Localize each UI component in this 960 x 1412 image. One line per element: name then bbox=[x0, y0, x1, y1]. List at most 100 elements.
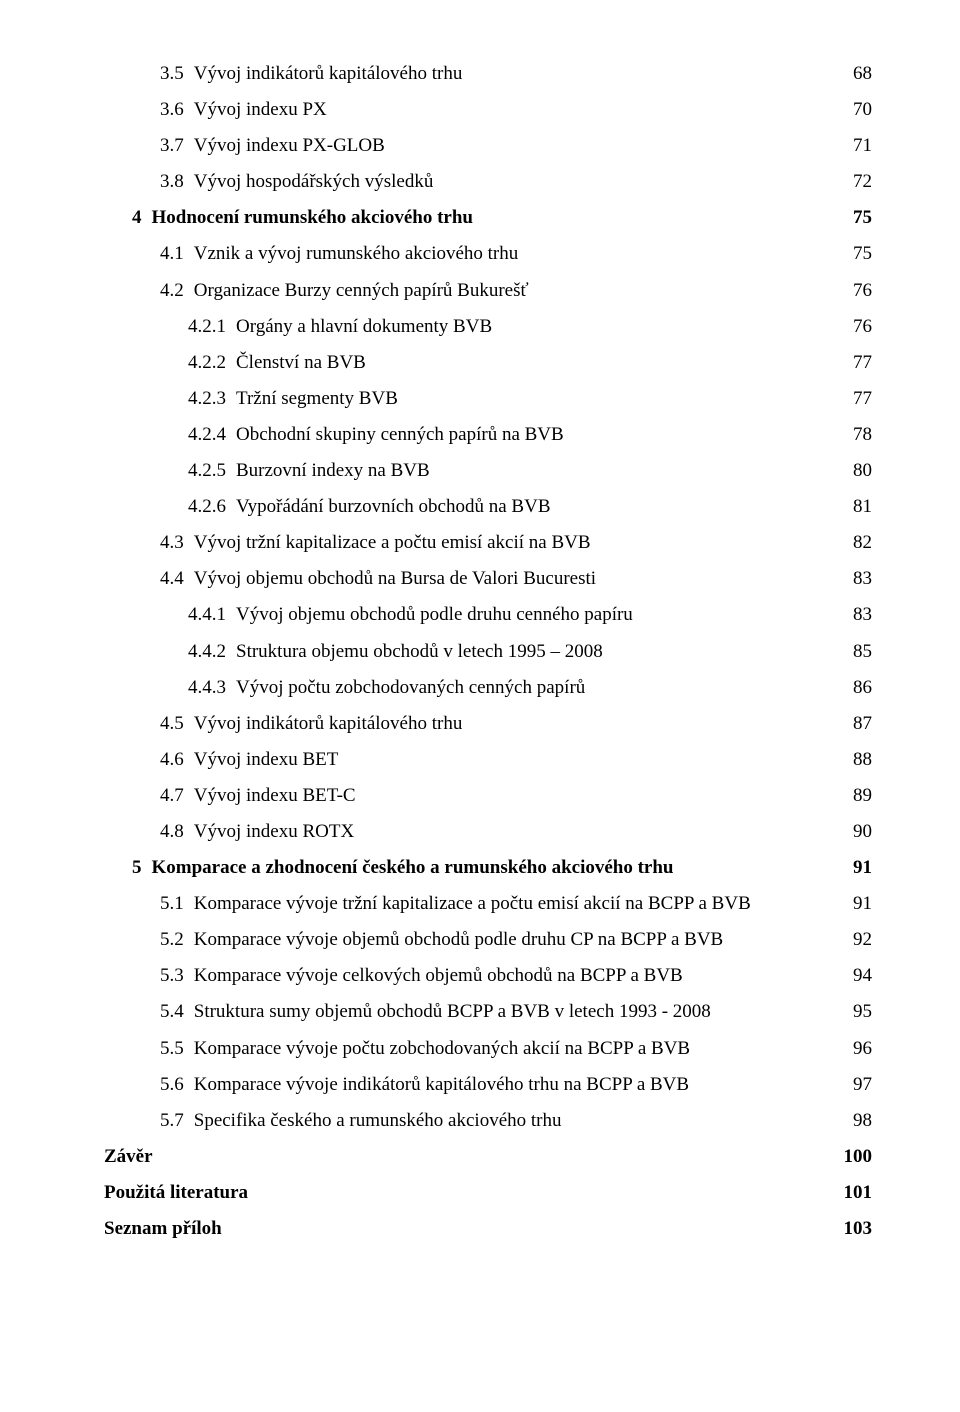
toc-entry: Seznam příloh 103 bbox=[104, 1211, 872, 1247]
toc-entry-number: 4.7 bbox=[160, 778, 194, 814]
toc-entry-number: 3.7 bbox=[160, 128, 194, 164]
toc-entry-title: Vývoj indexu ROTX bbox=[194, 814, 354, 850]
toc-entry-page: 77 bbox=[849, 381, 872, 417]
toc-entry-number: 4.2.5 bbox=[188, 453, 236, 489]
toc-entry: 4.6Vývoj indexu BET 88 bbox=[104, 742, 872, 778]
toc-entry: 5.4Struktura sumy objemů obchodů BCPP a … bbox=[104, 994, 872, 1030]
toc-entry-page: 68 bbox=[849, 56, 872, 92]
toc-entry-title: Vývoj objemu obchodů na Bursa de Valori … bbox=[194, 561, 596, 597]
toc-entry-number: 4.6 bbox=[160, 742, 194, 778]
toc-entry-page: 88 bbox=[849, 742, 872, 778]
toc-entry: 4.2.2Členství na BVB 77 bbox=[104, 345, 872, 381]
toc-entry-title: Vývoj hospodářských výsledků bbox=[194, 164, 434, 200]
toc-entry-number: 4 bbox=[132, 200, 152, 236]
toc-entry-title: Vývoj indikátorů kapitálového trhu bbox=[194, 56, 463, 92]
toc-entry-title: Vývoj indexu BET-C bbox=[194, 778, 356, 814]
toc-entry: Závěr 100 bbox=[104, 1139, 872, 1175]
toc-entry-title: Vývoj indexu PX-GLOB bbox=[194, 128, 385, 164]
toc-entry-page: 83 bbox=[849, 561, 872, 597]
toc-entry-number: 4.4.3 bbox=[188, 670, 236, 706]
toc-entry-page: 103 bbox=[840, 1211, 873, 1247]
toc-entry-title: Burzovní indexy na BVB bbox=[236, 453, 430, 489]
toc-entry-title: Vývoj objemu obchodů podle druhu cenného… bbox=[236, 597, 633, 633]
toc-entry-title: Vypořádání burzovních obchodů na BVB bbox=[236, 489, 551, 525]
toc-entry-page: 82 bbox=[849, 525, 872, 561]
toc-entry-number: 3.6 bbox=[160, 92, 194, 128]
toc-entry-page: 90 bbox=[849, 814, 872, 850]
toc-entry-title: Komparace vývoje objemů obchodů podle dr… bbox=[194, 922, 723, 958]
toc-entry-title: Komparace vývoje celkových objemů obchod… bbox=[194, 958, 683, 994]
toc-entry-page: 72 bbox=[849, 164, 872, 200]
toc-entry-page: 85 bbox=[849, 634, 872, 670]
toc-entry: 3.6Vývoj indexu PX 70 bbox=[104, 92, 872, 128]
toc-entry: 3.8Vývoj hospodářských výsledků 72 bbox=[104, 164, 872, 200]
toc-entry: 5.1Komparace vývoje tržní kapitalizace a… bbox=[104, 886, 872, 922]
toc-entry-number: 5.4 bbox=[160, 994, 194, 1030]
toc-entry: 4.1Vznik a vývoj rumunského akciového tr… bbox=[104, 236, 872, 272]
toc-entry-title: Komparace vývoje indikátorů kapitálového… bbox=[194, 1067, 689, 1103]
toc-entry-page: 97 bbox=[849, 1067, 872, 1103]
toc-entry-title: Vývoj počtu zobchodovaných cenných papír… bbox=[236, 670, 585, 706]
toc-entry-number: 4.4 bbox=[160, 561, 194, 597]
toc-entry-number: 5 bbox=[132, 850, 152, 886]
toc-entry: 4.3Vývoj tržní kapitalizace a počtu emis… bbox=[104, 525, 872, 561]
toc-entry-title: Vývoj indikátorů kapitálového trhu bbox=[194, 706, 463, 742]
toc-entry: 4.5Vývoj indikátorů kapitálového trhu87 bbox=[104, 706, 872, 742]
toc-entry-title: Vývoj indexu BET bbox=[194, 742, 339, 778]
toc-entry-page: 80 bbox=[849, 453, 872, 489]
toc-entry-page: 70 bbox=[849, 92, 872, 128]
toc-entry-page: 76 bbox=[849, 309, 872, 345]
toc-entry-page: 92 bbox=[849, 922, 872, 958]
toc-entry: 5.7Specifika českého a rumunského akciov… bbox=[104, 1103, 872, 1139]
toc-entry-number: 4.2.2 bbox=[188, 345, 236, 381]
toc-entry-page: 98 bbox=[849, 1103, 872, 1139]
toc-entry: 4.4Vývoj objemu obchodů na Bursa de Valo… bbox=[104, 561, 872, 597]
toc-entry-title: Obchodní skupiny cenných papírů na BVB bbox=[236, 417, 564, 453]
toc-entry-title: Seznam příloh bbox=[104, 1211, 222, 1247]
toc-entry-title: Struktura objemu obchodů v letech 1995 –… bbox=[236, 634, 603, 670]
toc-entry-title: Vývoj indexu PX bbox=[194, 92, 327, 128]
toc-entry-title: Vznik a vývoj rumunského akciového trhu bbox=[194, 236, 519, 272]
toc-entry: 4.2.4Obchodní skupiny cenných papírů na … bbox=[104, 417, 872, 453]
toc-entry-number: 4.2.3 bbox=[188, 381, 236, 417]
toc-entry-title: Komparace a zhodnocení českého a rumunsk… bbox=[152, 850, 674, 886]
toc-entry-title: Struktura sumy objemů obchodů BCPP a BVB… bbox=[194, 994, 711, 1030]
toc-entry-number: 5.6 bbox=[160, 1067, 194, 1103]
toc-entry-page: 91 bbox=[849, 850, 872, 886]
toc-entry-title: Orgány a hlavní dokumenty BVB bbox=[236, 309, 492, 345]
toc-entry-number: 5.7 bbox=[160, 1103, 194, 1139]
toc-entry-page: 101 bbox=[840, 1175, 873, 1211]
toc-entry-number: 3.8 bbox=[160, 164, 194, 200]
toc-entry-number: 5.1 bbox=[160, 886, 194, 922]
toc-entry: 5.2Komparace vývoje objemů obchodů podle… bbox=[104, 922, 872, 958]
toc-entry: 4.8Vývoj indexu ROTX 90 bbox=[104, 814, 872, 850]
toc-entry-page: 86 bbox=[849, 670, 872, 706]
toc-entry-number: 4.4.1 bbox=[188, 597, 236, 633]
toc-entry: 5.3Komparace vývoje celkových objemů obc… bbox=[104, 958, 872, 994]
toc-entry-page: 78 bbox=[849, 417, 872, 453]
toc-entry-page: 75 bbox=[849, 200, 872, 236]
toc-entry-number: 4.2 bbox=[160, 273, 194, 309]
toc-entry-title: Tržní segmenty BVB bbox=[236, 381, 398, 417]
toc-entry-number: 4.5 bbox=[160, 706, 194, 742]
toc-entry-number: 4.8 bbox=[160, 814, 194, 850]
toc-entry-number: 4.1 bbox=[160, 236, 194, 272]
toc-entry-title: Komparace vývoje počtu zobchodovaných ak… bbox=[194, 1031, 690, 1067]
toc-entry-page: 91 bbox=[849, 886, 872, 922]
toc-entry: 4.2.6Vypořádání burzovních obchodů na BV… bbox=[104, 489, 872, 525]
toc-entry-page: 96 bbox=[849, 1031, 872, 1067]
toc-entry-number: 4.2.4 bbox=[188, 417, 236, 453]
toc-entry-page: 75 bbox=[849, 236, 872, 272]
toc-entry-number: 5.3 bbox=[160, 958, 194, 994]
toc-entry: 5.6Komparace vývoje indikátorů kapitálov… bbox=[104, 1067, 872, 1103]
toc-entry-page: 76 bbox=[849, 273, 872, 309]
toc-entry-title: Závěr bbox=[104, 1139, 153, 1175]
toc-entry-title: Členství na BVB bbox=[236, 345, 366, 381]
toc-entry-number: 5.2 bbox=[160, 922, 194, 958]
toc-entry-page: 89 bbox=[849, 778, 872, 814]
toc-entry-page: 100 bbox=[840, 1139, 873, 1175]
toc-entry: 4.2Organizace Burzy cenných papírů Bukur… bbox=[104, 273, 872, 309]
toc-entry-page: 77 bbox=[849, 345, 872, 381]
toc-entry: 4.2.5Burzovní indexy na BVB 80 bbox=[104, 453, 872, 489]
toc-entry: 3.5Vývoj indikátorů kapitálového trhu68 bbox=[104, 56, 872, 92]
